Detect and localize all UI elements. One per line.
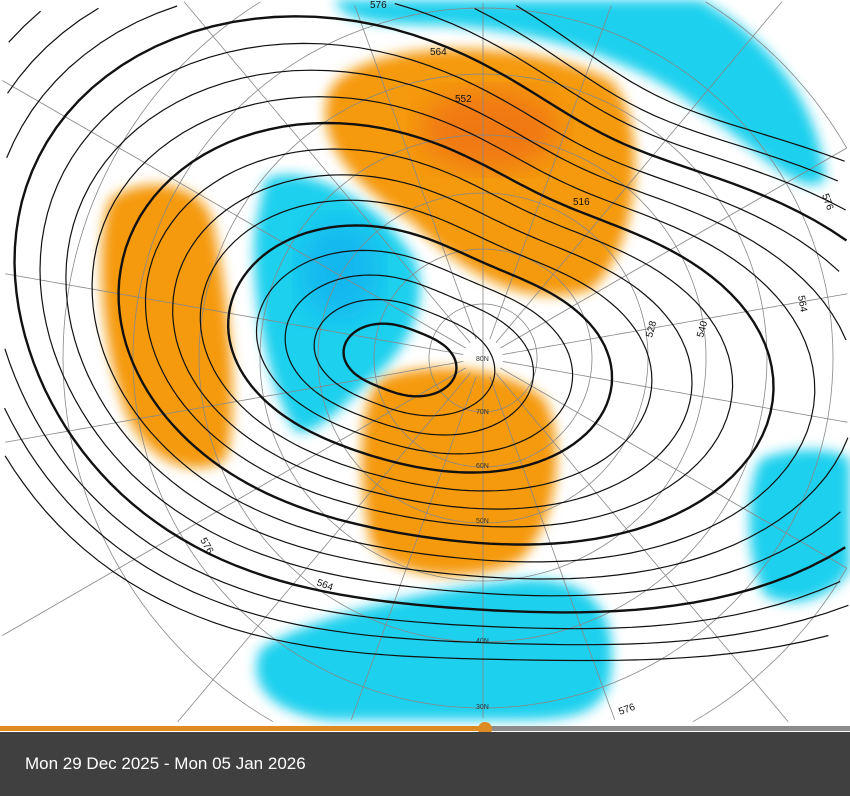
contour-label: 576 <box>370 0 387 11</box>
meridian-line <box>177 373 471 723</box>
timeline-slider[interactable] <box>0 722 850 736</box>
latitude-circle <box>62 1 848 723</box>
latitude-label: 30N <box>476 704 489 711</box>
height-contour <box>226 224 614 474</box>
contour-label: 576 <box>617 702 637 718</box>
latitude-circle <box>132 7 834 709</box>
latitude-label: 60N <box>476 463 489 470</box>
height-contour <box>91 96 816 563</box>
latitude-label: 70N <box>476 409 489 416</box>
meridian-line <box>2 80 466 349</box>
anomaly-map: 576 564 552 516 528 540 564 576 576 564 … <box>2 0 850 723</box>
latitude-circle <box>428 303 538 413</box>
date-range-label: Mon 29 Dec 2025 - Mon 05 Jan 2026 <box>25 754 306 773</box>
anomaly-strong-positive <box>420 90 560 170</box>
contour-label: 564 <box>795 295 809 314</box>
latitude-label: 40N <box>476 638 489 645</box>
meridian-line <box>5 361 464 443</box>
meridian-line <box>495 373 789 723</box>
height-contours <box>3 3 849 662</box>
meridian-line <box>500 147 847 349</box>
latitude-label: 80N <box>476 356 489 363</box>
contour-labels: 576 564 552 516 528 540 564 576 576 564 … <box>197 0 835 718</box>
anomaly-negative-top <box>335 0 825 185</box>
latitude-circle <box>373 248 593 468</box>
anomaly-negative-europe <box>256 579 612 720</box>
height-contour <box>199 199 653 492</box>
meridian-line <box>495 1 783 343</box>
height-contour <box>39 42 841 597</box>
meridian-line <box>502 293 848 355</box>
meridian-line <box>354 5 477 340</box>
height-contour <box>342 322 458 398</box>
meridian-line <box>5 273 464 355</box>
height-contour <box>172 174 693 510</box>
meridian-line <box>502 361 848 423</box>
latitude-circle <box>198 73 768 643</box>
slider-progress <box>0 726 485 731</box>
meridian-line <box>2 367 466 636</box>
footer-bar: Mon 29 Dec 2025 - Mon 05 Jan 2026 <box>0 732 850 796</box>
height-contour <box>284 274 535 436</box>
anomaly-positive-america <box>101 184 233 468</box>
contour-label: 552 <box>455 94 472 105</box>
contour-label: 516 <box>573 197 590 208</box>
anomaly-fields <box>101 0 850 720</box>
contour-label: 576 <box>819 192 835 212</box>
height-contour <box>4 4 845 662</box>
latitude-labels: 80N 70N 60N 50N 40N 30N <box>476 356 489 711</box>
contour-label: 528 <box>644 319 659 338</box>
anomaly-strong-negative <box>300 220 380 320</box>
latitude-circle <box>317 192 649 524</box>
contour-label: 564 <box>430 47 447 58</box>
height-contour <box>313 298 496 417</box>
contour-label: 576 <box>197 536 215 556</box>
height-contour <box>13 15 848 614</box>
latitude-label: 50N <box>476 518 489 525</box>
height-contour <box>3 7 849 646</box>
meridian-line <box>489 5 612 340</box>
contour-label: 540 <box>695 319 710 338</box>
anomaly-positive-pacific <box>325 49 635 296</box>
latitude-circle <box>259 134 707 582</box>
graticule <box>2 1 848 723</box>
meridian-line <box>500 367 847 569</box>
height-contour <box>117 121 775 546</box>
height-contour <box>255 249 574 455</box>
meridian-line <box>489 376 616 720</box>
height-contour <box>4 3 846 630</box>
anomaly-negative-asia <box>749 449 850 602</box>
height-contour <box>65 69 849 580</box>
height-contour <box>144 148 734 528</box>
